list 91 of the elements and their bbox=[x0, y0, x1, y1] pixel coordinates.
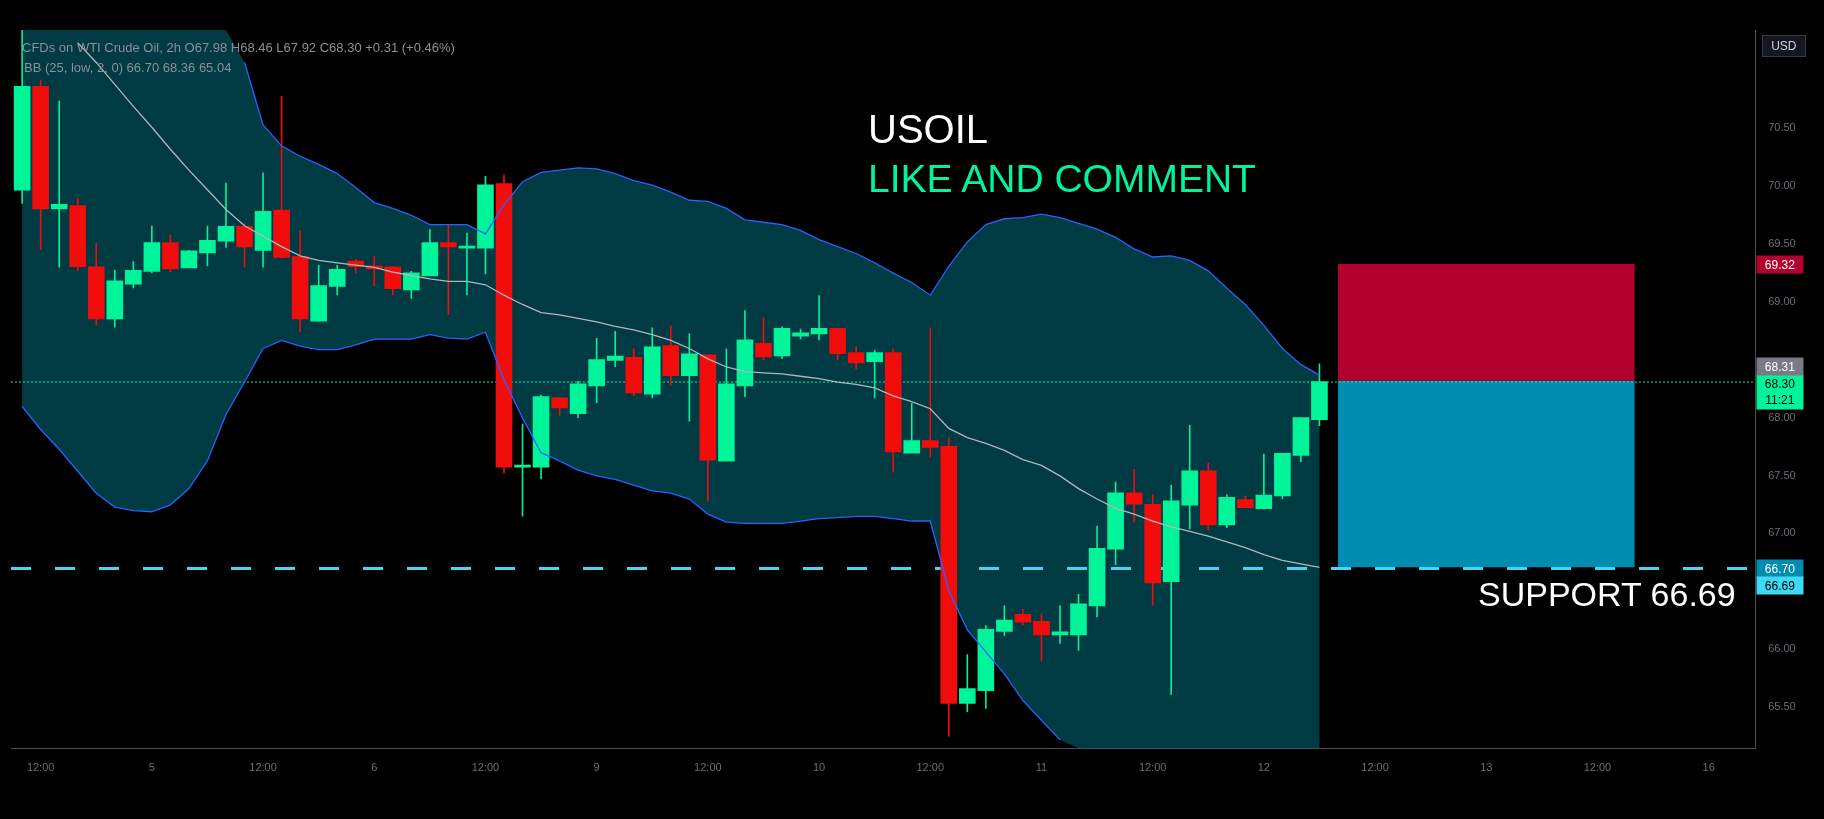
candlestick bbox=[291, 229, 309, 334]
candlestick bbox=[1088, 524, 1106, 618]
candlestick bbox=[1107, 480, 1124, 566]
candlestick bbox=[996, 604, 1013, 637]
candlestick bbox=[87, 242, 105, 327]
y-tick-label: 69.50 bbox=[1768, 236, 1796, 249]
candlestick bbox=[125, 260, 142, 290]
candlestick bbox=[403, 270, 420, 300]
candlestick bbox=[69, 197, 87, 272]
x-tick-label: 12:00 bbox=[1138, 761, 1167, 774]
candlestick bbox=[773, 325, 791, 360]
y-tick-label: 67.50 bbox=[1768, 468, 1796, 481]
candlestick bbox=[551, 396, 568, 417]
x-tick-label: 11 bbox=[1035, 761, 1048, 774]
candlestick bbox=[273, 95, 290, 259]
text: USD bbox=[1771, 39, 1797, 53]
candlestick bbox=[606, 330, 624, 368]
candlestick bbox=[1274, 453, 1291, 500]
candlestick bbox=[458, 231, 476, 296]
x-tick-label: 16 bbox=[1702, 761, 1715, 774]
candlestick bbox=[903, 402, 921, 454]
text: 68.30 11:21 bbox=[1764, 377, 1796, 407]
y-tick-label: 66.00 bbox=[1768, 642, 1796, 655]
candlestick bbox=[829, 327, 846, 361]
text: 66.69 bbox=[1764, 578, 1796, 593]
x-tick-label: 10 bbox=[812, 761, 826, 774]
candlestick bbox=[217, 182, 235, 249]
candlestick bbox=[532, 393, 550, 481]
candlestick bbox=[1218, 493, 1236, 529]
candlestick bbox=[662, 324, 680, 387]
candlestick bbox=[328, 264, 346, 296]
candlestick bbox=[977, 624, 995, 710]
x-tick-label: 12:00 bbox=[1583, 761, 1612, 774]
candlestick bbox=[180, 249, 198, 269]
y-tick-label: 69.00 bbox=[1768, 294, 1796, 307]
y-tick-label: 70.50 bbox=[1768, 121, 1796, 134]
x-tick-label: 9 bbox=[593, 761, 600, 774]
candlestick bbox=[884, 347, 902, 474]
annotation: LIKE AND COMMENT bbox=[868, 157, 1256, 200]
candlestick bbox=[514, 422, 531, 518]
x-tick-label: 12 bbox=[1257, 761, 1270, 774]
candlestick bbox=[50, 99, 68, 269]
candlestick bbox=[847, 345, 865, 371]
y-tick-label: 65.50 bbox=[1768, 700, 1796, 713]
candlestick bbox=[1033, 612, 1050, 662]
candlestick bbox=[32, 79, 49, 251]
candlestick bbox=[1255, 453, 1273, 511]
ref-line-label: SUPPORT 66.69 bbox=[1478, 575, 1736, 613]
x-tick-label: 6 bbox=[371, 761, 378, 774]
x-tick-label: 5 bbox=[148, 761, 155, 774]
candlestick bbox=[1237, 494, 1254, 510]
candlestick bbox=[310, 264, 327, 323]
candlestick bbox=[106, 268, 124, 329]
x-tick-label: 12:00 bbox=[916, 761, 945, 774]
candlestick bbox=[1199, 462, 1217, 532]
candlestick bbox=[1051, 604, 1069, 645]
line-series bbox=[243, 61, 1321, 376]
x-tick-label: 12:00 bbox=[471, 761, 500, 774]
text: 66.70 bbox=[1764, 561, 1796, 576]
text: 68.31 bbox=[1764, 359, 1796, 374]
candlestick bbox=[1014, 608, 1032, 627]
candlestick bbox=[810, 294, 828, 342]
candlestick bbox=[755, 316, 772, 361]
candlestick bbox=[1070, 593, 1087, 652]
x-tick-label: 12:00 bbox=[249, 761, 277, 774]
candlestick bbox=[1125, 468, 1143, 523]
candlestick bbox=[699, 353, 717, 503]
x-tick-label: 12:00 bbox=[26, 761, 55, 774]
candlestick bbox=[440, 223, 457, 316]
candlestick bbox=[1144, 493, 1161, 607]
candlestick bbox=[143, 224, 161, 274]
candlestick bbox=[495, 173, 513, 475]
candlestick bbox=[236, 222, 253, 269]
x-tick-label: 12:00 bbox=[1361, 761, 1389, 774]
candlestick bbox=[959, 653, 976, 713]
candlestick bbox=[477, 175, 494, 276]
candlestick bbox=[1292, 417, 1310, 463]
candlestick bbox=[792, 327, 809, 340]
line-series bbox=[21, 331, 1061, 741]
y-tick-label: 70.00 bbox=[1768, 179, 1796, 192]
x-tick-label: 12:00 bbox=[694, 761, 722, 774]
annotation: USOIL bbox=[868, 107, 989, 151]
x-tick-label: 13 bbox=[1480, 761, 1493, 774]
y-tick-label: 68.00 bbox=[1768, 410, 1796, 423]
candlestick bbox=[199, 224, 216, 268]
candlestick bbox=[625, 347, 643, 397]
text: 69.32 bbox=[1764, 257, 1796, 272]
candlestick bbox=[254, 171, 272, 269]
y-tick-label: 67.00 bbox=[1768, 526, 1796, 539]
candlestick bbox=[162, 234, 179, 273]
candlestick bbox=[421, 228, 439, 277]
